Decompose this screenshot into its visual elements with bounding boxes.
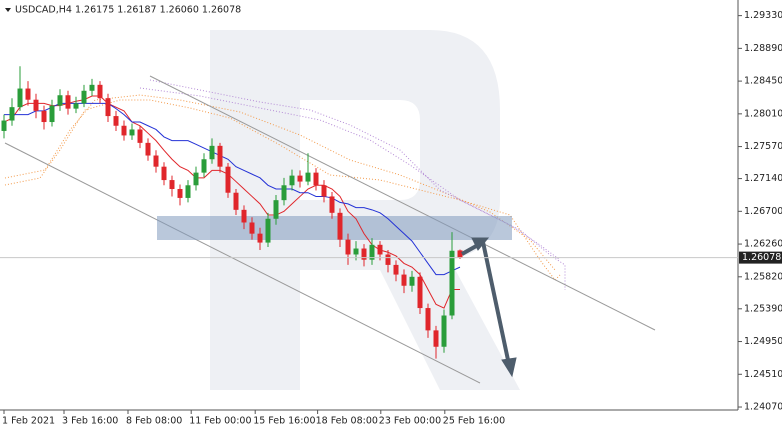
candle-body — [89, 84, 95, 91]
price-label: 1.26078 — [742, 252, 781, 263]
channel — [4, 75, 656, 384]
candle-body — [41, 110, 47, 123]
candle-body — [249, 222, 255, 234]
candle-body — [1, 120, 7, 131]
candle-body — [129, 129, 135, 136]
x-tick-label: 8 Feb 08:00 — [126, 416, 182, 427]
candle-body — [297, 175, 303, 182]
candle-body — [73, 103, 79, 109]
candle-body — [185, 185, 191, 198]
candle-body — [417, 276, 423, 309]
candle-body — [289, 175, 295, 186]
candle-body — [369, 244, 375, 260]
candle-body — [377, 244, 383, 255]
candle-body — [401, 274, 407, 286]
candle-body — [201, 159, 207, 173]
zone — [157, 216, 512, 240]
y-tick-label: 1.28450 — [744, 76, 782, 87]
ichimoku-cloud — [4, 79, 566, 290]
indicator-line — [4, 102, 461, 276]
symbol-header: USDCAD,H4 1.26175 1.26187 1.26060 1.2607… — [15, 5, 241, 16]
candle-body — [353, 248, 359, 255]
candle-body — [345, 239, 351, 255]
candle-body — [393, 264, 399, 275]
menu-arrow[interactable] — [5, 8, 11, 12]
candle-body — [153, 155, 159, 167]
candle-body — [441, 315, 447, 347]
candle-body — [177, 189, 183, 198]
candle-body — [145, 142, 151, 156]
y-tick-label: 1.24070 — [744, 402, 782, 413]
candle-body — [449, 250, 455, 316]
candle-body — [169, 180, 175, 190]
x-tick-label: 1 Feb 2021 — [2, 416, 55, 427]
y-tick-label: 1.29330 — [744, 10, 782, 21]
candle-body — [161, 166, 167, 181]
y-tick-label: 1.24950 — [744, 336, 782, 347]
candle-body — [57, 95, 63, 106]
x-tick-label: 18 Feb 08:00 — [316, 416, 378, 427]
y-tick-label: 1.24510 — [744, 369, 782, 380]
y-tick-label: 1.27140 — [744, 173, 782, 184]
candle-body — [209, 145, 215, 160]
candle-body — [113, 116, 119, 126]
y-tick-label: 1.26700 — [744, 206, 782, 217]
candle-body — [265, 218, 271, 243]
candle-body — [361, 248, 367, 260]
candle-body — [193, 172, 199, 186]
candle-body — [97, 84, 103, 99]
forecast-arrows — [461, 237, 517, 378]
candle-body — [281, 185, 287, 201]
candle-body — [233, 192, 239, 210]
y-tick-label: 1.28890 — [744, 43, 782, 54]
candle-body — [457, 250, 463, 258]
plot — [1, 66, 463, 359]
candle-body — [17, 88, 23, 108]
x-tick-label: 3 Feb 16:00 — [62, 416, 118, 427]
candle-body — [241, 209, 247, 223]
price-tag — [739, 251, 782, 264]
candle-body — [137, 129, 143, 143]
candle-body — [9, 107, 15, 121]
candle-body — [305, 172, 311, 182]
candle-body — [33, 99, 39, 111]
candle-body — [257, 233, 263, 243]
y-tick-label: 1.28010 — [744, 108, 782, 119]
y-tick-label: 1.25390 — [744, 303, 782, 314]
y-tick-label: 1.26260 — [744, 239, 782, 250]
candle-body — [65, 95, 71, 109]
candle-body — [217, 145, 223, 167]
candle-body — [321, 185, 327, 197]
x-tick-label: 15 Feb 16:00 — [253, 416, 315, 427]
candle-body — [313, 172, 319, 186]
candle-body — [105, 98, 111, 117]
x-tick-label: 11 Feb 00:00 — [189, 416, 251, 427]
watermark — [210, 30, 520, 390]
candle-body — [225, 166, 231, 193]
candle-body — [425, 308, 431, 331]
candle-body — [385, 254, 391, 265]
candle-body — [409, 276, 415, 286]
x-tick-label: 23 Feb 00:00 — [379, 416, 441, 427]
x-tick-label: 25 Feb 16:00 — [443, 416, 505, 427]
indicator-line — [3, 95, 460, 309]
candle-body — [337, 212, 343, 240]
candle-body — [433, 330, 439, 347]
y-tick-label: 1.25820 — [744, 271, 782, 282]
candle-body — [273, 200, 279, 219]
y-tick-label: 1.27570 — [744, 141, 782, 152]
candle-body — [81, 90, 87, 104]
candle-body — [329, 196, 335, 213]
candle-body — [49, 105, 55, 123]
candle-body — [25, 88, 31, 100]
candle-body — [121, 125, 127, 136]
